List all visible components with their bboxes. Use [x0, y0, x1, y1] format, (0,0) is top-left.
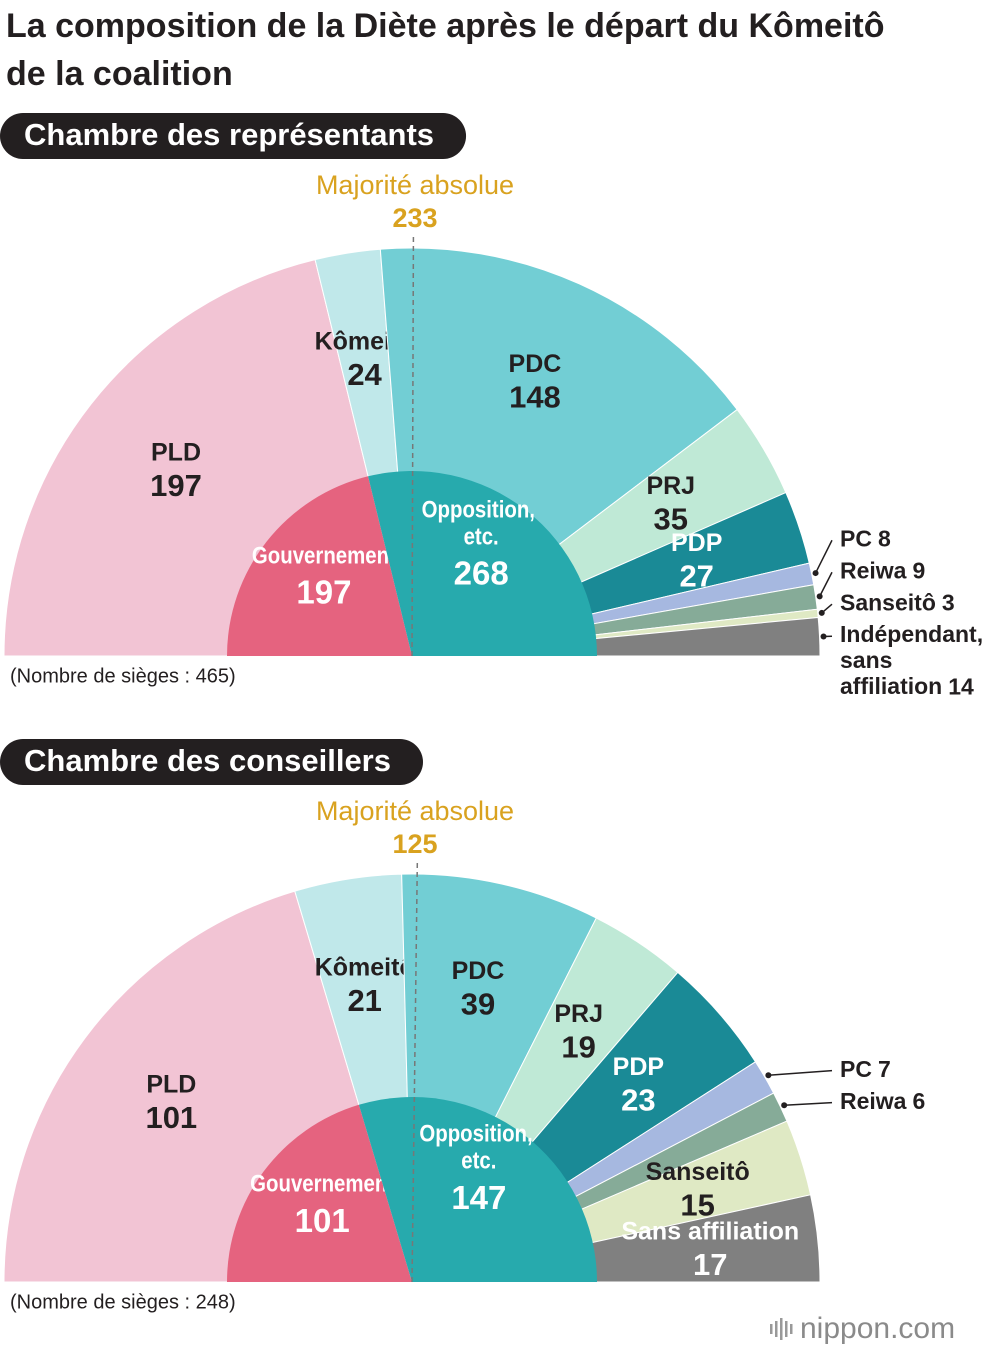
slice-value: 35 — [654, 501, 688, 536]
leader-line — [814, 539, 833, 574]
page-title: La composition de la Diète après le dépa… — [6, 7, 885, 93]
note: (Nombre de sièges : 248) — [10, 1291, 236, 1313]
slice-value: 17 — [693, 1247, 727, 1282]
leader-line — [818, 571, 833, 597]
outside-value: 7 — [878, 1056, 891, 1082]
slice-label: PDP — [613, 1053, 664, 1081]
leader-dot — [765, 1072, 772, 1079]
outside-value: 14 — [948, 673, 974, 699]
outside-value: 3 — [942, 589, 955, 615]
group-value: 147 — [451, 1179, 506, 1216]
slice-value: 101 — [145, 1100, 197, 1135]
slice-label: PDP — [671, 529, 722, 557]
outside-value: 8 — [878, 525, 891, 551]
slice-value: 148 — [509, 380, 561, 415]
majority-label: Majorité absolue — [316, 170, 514, 200]
slice-label: PDC — [509, 350, 562, 378]
slice-label: Sans affiliation — [621, 1217, 799, 1245]
group-slice — [358, 1097, 597, 1282]
group-slice — [227, 476, 412, 656]
source: nippon.com — [800, 1312, 955, 1345]
outside-label: Sanseitô — [840, 589, 936, 615]
majority-value: 233 — [392, 203, 437, 233]
slice-label: PLD — [151, 438, 201, 466]
leader-dot — [816, 593, 823, 600]
outside-label: PC — [840, 525, 872, 551]
leader-dot — [820, 633, 827, 640]
logo-bar — [780, 1318, 783, 1340]
slice-label: Sanseitô — [646, 1158, 750, 1186]
section-header — [0, 113, 467, 159]
group-label: Opposition, etc. — [422, 496, 541, 550]
group-value: 268 — [454, 555, 509, 592]
leader-line — [768, 1069, 833, 1076]
slice-value: 21 — [347, 983, 381, 1018]
slice-label: PLD — [146, 1071, 196, 1099]
outside-label: Indépendant, sans affiliation — [840, 621, 990, 699]
group-value: 197 — [296, 574, 351, 611]
majority-line — [411, 862, 419, 1283]
group-value: 101 — [295, 1202, 350, 1239]
majority-label: Majorité absolue — [316, 796, 514, 826]
leader-line — [784, 1101, 833, 1107]
section-title: Chambre des conseillers — [24, 743, 391, 778]
group-label: Gouvernement — [252, 542, 396, 569]
slice-value: 39 — [461, 987, 495, 1022]
group-slice — [368, 471, 597, 656]
leader-dot — [812, 570, 819, 577]
slice-value: 197 — [150, 468, 202, 503]
logo-bar — [790, 1324, 793, 1334]
outside-label: Reiwa — [840, 1088, 907, 1114]
group-label: Gouvernement — [250, 1170, 394, 1197]
logo-bar — [785, 1321, 788, 1337]
outside-label: PC — [840, 1056, 872, 1082]
outside-value: 9 — [912, 557, 925, 583]
leader-dot — [818, 609, 825, 616]
note: (Nombre de sièges : 465) — [10, 665, 236, 687]
slice-label: PDC — [452, 957, 505, 985]
logo-bar — [770, 1324, 773, 1334]
slice-label: PRJ — [646, 472, 695, 500]
outside-value: 6 — [912, 1088, 925, 1114]
slice-value: 23 — [621, 1082, 655, 1117]
section-title: Chambre des représentants — [24, 117, 434, 152]
logo-bar — [775, 1321, 778, 1337]
slice-value: 24 — [347, 357, 382, 392]
group-label: Opposition, etc. — [419, 1120, 538, 1174]
leader-dot — [781, 1102, 788, 1109]
slice-label: PRJ — [554, 1000, 603, 1028]
majority-value: 125 — [392, 829, 437, 859]
section-header — [0, 739, 423, 785]
outside-label: Reiwa — [840, 557, 907, 583]
majority-line — [411, 235, 415, 657]
slice-label: Kômeitô — [315, 953, 415, 981]
slice-value: 19 — [561, 1030, 595, 1065]
group-slice — [227, 1104, 412, 1282]
